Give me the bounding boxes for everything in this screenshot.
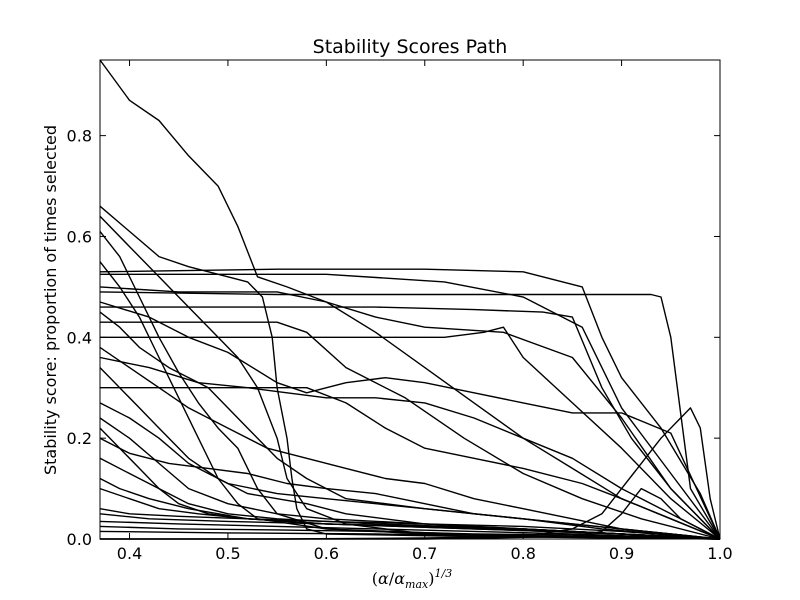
x-tick-label: 0.8 bbox=[510, 544, 535, 563]
series-line-2 bbox=[99, 268, 721, 540]
x-tick-label: 0.5 bbox=[215, 544, 240, 563]
series-line-8 bbox=[100, 326, 721, 540]
series-line-17 bbox=[99, 346, 721, 540]
series-line-10 bbox=[99, 356, 721, 540]
series-line-5 bbox=[100, 306, 721, 540]
series-layer bbox=[99, 59, 721, 540]
x-axis: 0.4 0.5 0.6 0.7 0.8 0.9 1.0 bbox=[117, 60, 733, 563]
chart-title: Stability Scores Path bbox=[313, 36, 508, 58]
y-tick-label: 0.0 bbox=[67, 530, 92, 549]
series-line-30 bbox=[99, 530, 721, 540]
x-tick-label: 0.9 bbox=[609, 544, 634, 563]
y-axis: 0.0 0.2 0.4 0.6 0.8 bbox=[67, 127, 720, 549]
series-line-32 bbox=[100, 487, 721, 540]
y-tick-label: 0.4 bbox=[67, 328, 92, 347]
series-line-31 bbox=[100, 407, 721, 540]
series-line-29 bbox=[99, 525, 721, 540]
y-tick-label: 0.2 bbox=[67, 429, 92, 448]
plot-frame bbox=[99, 59, 721, 540]
x-axis-label-subscript: max bbox=[405, 578, 429, 591]
x-tick-label: 0.6 bbox=[314, 544, 339, 563]
x-axis-label-open: ( bbox=[372, 569, 378, 588]
x-axis-label-alpha-max: α bbox=[394, 569, 405, 588]
x-axis-label-exponent: 1/3 bbox=[435, 567, 453, 580]
series-line-19 bbox=[99, 402, 721, 540]
series-line-7 bbox=[100, 321, 721, 540]
series-line-15 bbox=[99, 261, 721, 540]
y-axis-label: Stability score: proportion of times sel… bbox=[41, 125, 60, 475]
series-line-12 bbox=[99, 205, 721, 540]
x-tick-label: 0.7 bbox=[412, 544, 437, 563]
series-line-26 bbox=[99, 508, 721, 540]
x-axis-label-close: ) bbox=[428, 569, 434, 588]
y-tick-label: 0.6 bbox=[67, 227, 92, 246]
x-axis-label: (α/αmax)1/3 bbox=[372, 567, 452, 591]
series-line-28 bbox=[99, 520, 721, 540]
series-line-9 bbox=[99, 301, 721, 540]
series-line-22 bbox=[99, 437, 721, 540]
series-line-27 bbox=[99, 513, 721, 540]
x-tick-label: 1.0 bbox=[707, 544, 732, 563]
x-axis-label-alpha: α bbox=[378, 569, 389, 588]
series-line-3 bbox=[100, 273, 721, 540]
x-axis-label-slash: / bbox=[389, 569, 395, 588]
x-tick-label: 0.4 bbox=[117, 544, 142, 563]
y-tick-label: 0.8 bbox=[67, 127, 92, 146]
series-line-4 bbox=[99, 291, 721, 540]
